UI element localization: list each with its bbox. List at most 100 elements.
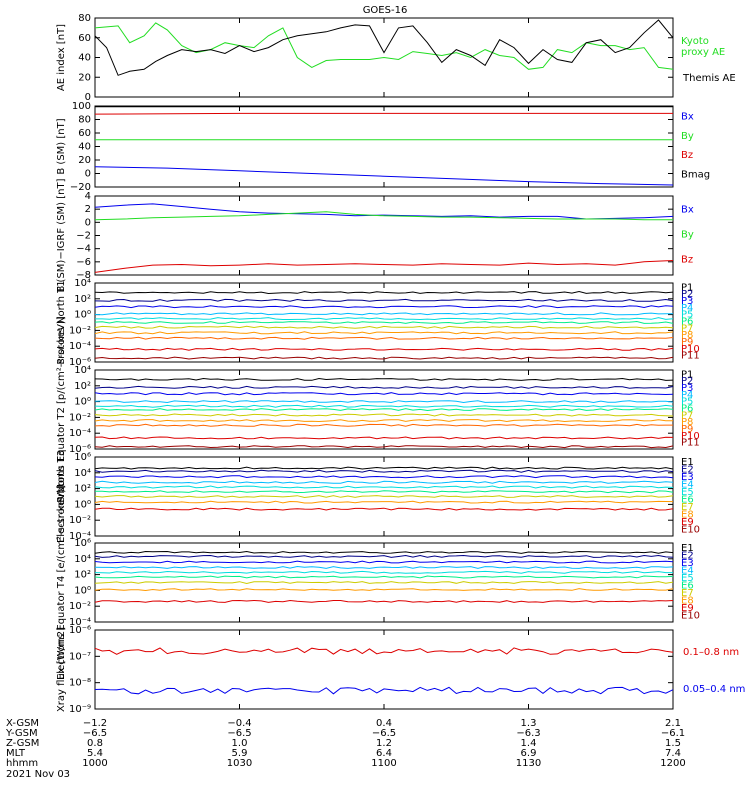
legend-label: Bmag [681,169,710,180]
series-line-p8 [94,419,673,423]
ytick-label: 2 [85,204,91,215]
series-line-themis-ae [94,19,674,76]
legend-label: E5 [681,573,694,584]
series-line-e6 [95,490,674,494]
series-line-e1 [94,466,674,470]
legend-label: P4 [681,390,693,401]
legend-label: Themis AE [682,73,736,84]
ytick-label: 80 [78,13,91,24]
footer-value: 1.3 [521,718,537,729]
ytick-label: 10⁻⁴ [69,617,91,628]
legend-label: P7 [681,323,693,334]
panel-frame [94,629,674,710]
series-line-p1 [94,377,674,381]
ytick-label: 10⁻⁷ [69,651,91,662]
series-line-p8 [94,331,674,335]
footer-value: −6.5 [83,728,107,739]
series-line-p7 [94,325,674,329]
footer-value: −0.4 [227,718,251,729]
panel-e_equator: 10⁻⁴ 10⁻² 10⁰ 10² 10⁴ 10⁶ Electrons Equator T4… [56,485,700,680]
ytick-label: 20 [78,155,91,166]
ytick-label: 10² [74,381,91,392]
ytick-label: 10⁻² [69,601,91,612]
legend-label: P3 [681,296,693,307]
ytick-label: 100 [72,101,91,112]
legend-label: P5 [681,310,693,321]
series-line-e8 [94,500,674,504]
ytick-label: 10⁻⁶ [69,444,91,455]
footer-row-label: MLT [6,748,26,759]
ytick-label: 10⁻⁴ [69,341,91,352]
series-line-e7 [94,495,674,499]
legend-label: Kyoto [681,36,709,47]
legend-label: P8 [681,330,693,341]
legend-label: P1 [681,282,693,293]
ytick-label: 20 [78,72,91,83]
ytick-label: 10⁴ [74,278,91,289]
series-line-e8 [94,588,674,592]
legend-label: E10 [681,610,700,621]
legend-label: 0.05–0.4 nm [683,684,745,695]
legend-label: proxy AE [681,47,725,58]
ytick-label: 60 [78,33,91,44]
footer-value: −1.2 [83,718,107,729]
series-line-p11 [94,356,674,360]
legend-label: P9 [681,424,693,435]
panel-frame [94,195,674,276]
legend-label: P10 [681,344,700,355]
legend-label: P10 [681,431,700,442]
legend-label: E7 [681,502,694,513]
footer-value: 6.9 [521,748,537,759]
footer-value: 6.4 [376,748,392,759]
ytick-label: −6 [76,257,91,268]
ytick-label: −20 [70,182,91,193]
ytick-label: 10⁰ [74,310,91,321]
legend-label: P3 [681,383,693,394]
series-line-p11 [94,445,674,449]
footer-value: 1.2 [376,738,392,749]
ytick-label: 10⁰ [74,397,91,408]
panel-e_north: 10⁻⁴ 10⁻² 10⁰ 10² 10⁴ 10⁶ Electrons North T3 E1… [56,450,700,543]
footer-value: 1000 [82,758,107,769]
series-line-p9 [94,423,673,427]
legend-label: P7 [681,410,693,421]
footer-value: 1030 [227,758,252,769]
y-axis-label: B (SM)−IGRF (SM) [nT] [56,178,67,292]
ytick-label: 10² [74,294,91,305]
footer-row-label: X-GSM [6,718,39,729]
legend-label: E8 [681,595,694,606]
footer-value: 0.4 [376,718,392,729]
y-axis-label: Protons North T1 [56,280,67,364]
footer-value: 7.4 [665,748,681,759]
series-line-e4 [94,480,674,484]
plot-title: GOES-16 [363,5,408,16]
ytick-label: 10⁻² [69,325,91,336]
y-axis-label: Electrons North T3 [56,450,67,543]
series-line-p7 [94,413,674,417]
series-line-kyoto-proxy-ae [94,22,674,70]
ytick-label: 60 [78,128,91,139]
ytick-label: 40 [78,53,91,64]
legend-label: E2 [681,550,694,561]
legend-label: E4 [681,565,694,576]
legend-label: P6 [681,317,693,328]
legend-label: P9 [681,337,693,348]
legend-label: E9 [681,603,694,614]
ytick-label: −8 [76,270,91,281]
series-line-p10 [94,436,674,440]
series-line-by [94,211,673,221]
legend-label: By [681,230,694,241]
legend-label: P2 [681,289,693,300]
ytick-label: −4 [76,244,91,255]
legend-label: E1 [681,457,694,468]
series-line-bz [94,260,674,273]
series-line-p6 [94,408,674,412]
ytick-label: 10⁻⁶ [69,357,91,368]
legend-label: P6 [681,404,693,415]
footer-value: 1.4 [521,738,537,749]
legend-label: E6 [681,580,694,591]
ytick-label: 10² [74,484,91,495]
legend-label: P11 [681,351,700,362]
